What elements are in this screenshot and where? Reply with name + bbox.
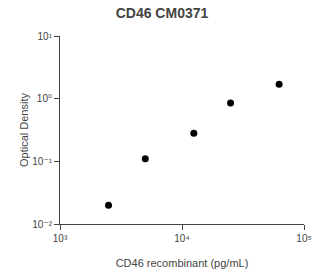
svg-text:10⁵: 10⁵ — [296, 233, 311, 244]
svg-text:CD46 recombinant (pg/mL): CD46 recombinant (pg/mL) — [116, 257, 249, 269]
svg-text:10⁴: 10⁴ — [174, 233, 189, 244]
svg-text:10³: 10³ — [53, 233, 68, 244]
svg-text:10⁰: 10⁰ — [37, 93, 52, 104]
svg-text:10⁻²: 10⁻² — [32, 219, 52, 230]
svg-text:10⁻¹: 10⁻¹ — [32, 156, 52, 167]
svg-text:10¹: 10¹ — [38, 31, 53, 42]
svg-text:Optical Density: Optical Density — [18, 93, 30, 167]
svg-text:CD46 CM0371: CD46 CM0371 — [116, 5, 209, 21]
